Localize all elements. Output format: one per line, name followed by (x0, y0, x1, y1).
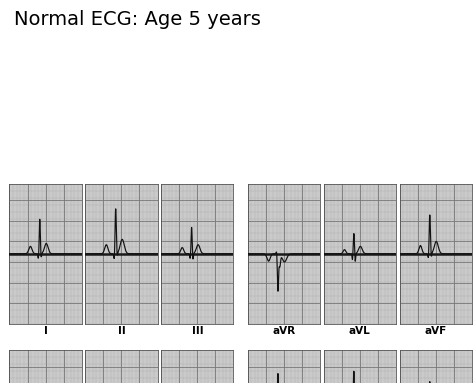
Text: Normal ECG: Age 5 years: Normal ECG: Age 5 years (14, 10, 261, 29)
Text: I: I (44, 326, 47, 336)
Text: II: II (118, 326, 125, 336)
Text: aVF: aVF (424, 326, 447, 336)
Text: aVL: aVL (349, 326, 371, 336)
Text: III: III (191, 326, 203, 336)
Text: aVR: aVR (272, 326, 295, 336)
